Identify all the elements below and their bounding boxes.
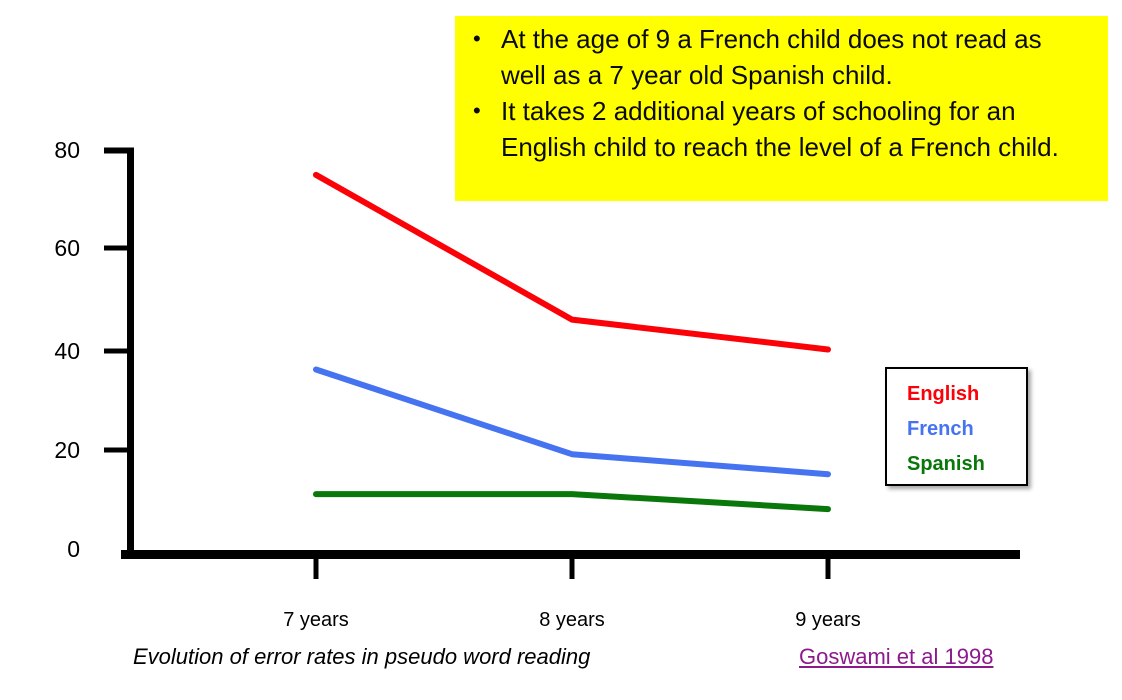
y-tick-label-60: 60 — [54, 235, 80, 261]
y-tick-label-20: 20 — [54, 437, 80, 463]
callout-bullet-list: • At the age of 9 a French child does no… — [473, 21, 1098, 165]
callout-bullet-2-text: It takes 2 additional years of schooling… — [501, 96, 1059, 162]
callout-bullet-1: • At the age of 9 a French child does no… — [473, 21, 1098, 93]
bullet-icon: • — [473, 98, 481, 123]
bullet-icon: • — [473, 26, 481, 51]
callout-bullet-2: • It takes 2 additional years of schooli… — [473, 93, 1098, 165]
legend-item-english: English — [907, 383, 980, 405]
series-line-english — [313, 171, 831, 353]
x-tick-label-7-years: 7 years — [283, 609, 349, 631]
y-tick-label-0: 0 — [67, 536, 80, 562]
series-line-spanish — [313, 491, 831, 513]
legend-item-spanish: Spanish — [907, 453, 985, 475]
legend-item-french: French — [907, 418, 974, 440]
series-line-french — [313, 366, 831, 478]
x-tick-label-9-years: 9 years — [795, 609, 861, 631]
chart-legend: English French Spanish — [885, 367, 1028, 486]
citation-link[interactable]: Goswami et al 1998 — [799, 644, 994, 669]
y-tick-label-40: 40 — [54, 338, 80, 364]
chart-caption: Evolution of error rates in pseudo word … — [133, 644, 591, 669]
callout-bullet-1-text: At the age of 9 a French child does not … — [501, 24, 1042, 90]
y-tick-label-80: 80 — [54, 137, 80, 163]
callout-box: • At the age of 9 a French child does no… — [455, 16, 1108, 201]
x-tick-label-8-years: 8 years — [539, 609, 605, 631]
